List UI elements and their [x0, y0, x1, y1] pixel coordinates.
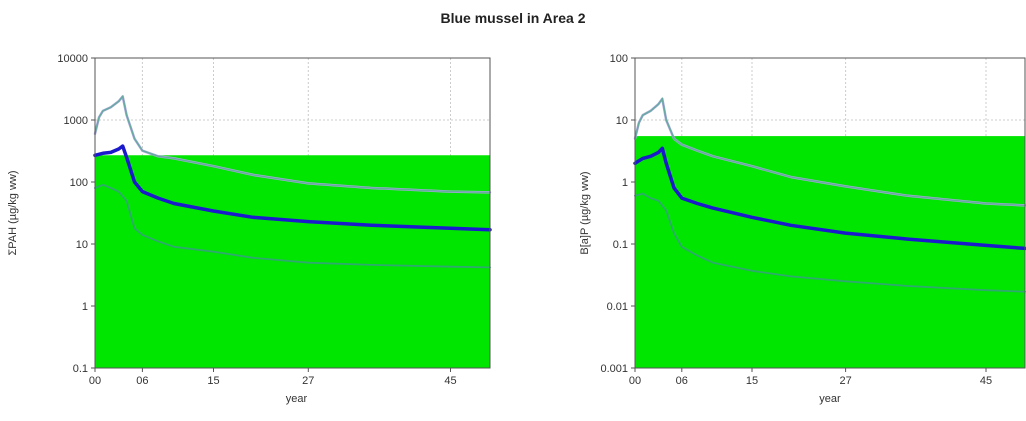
chart-1-y-tick-label: 100 — [70, 177, 88, 189]
figure-title: Blue mussel in Area 2 — [440, 10, 586, 26]
chart-2-series-upper-band — [634, 97, 1026, 207]
chart-2-x-tick-label: 00 — [629, 375, 641, 387]
chart-2-x-tick-label: 27 — [839, 375, 851, 387]
chart-2-frame — [634, 57, 1026, 369]
chart-1-x-tick-label: 00 — [89, 375, 101, 387]
chart-1-y-tick-label: 10 — [76, 239, 88, 251]
chart-1-y-axis-title: ΣPAH (µg/kg ww) — [7, 170, 19, 255]
chart-2-x-tick-label: 15 — [746, 375, 758, 387]
chart-1-y-tick-label: 1 — [82, 301, 88, 313]
chart-2-threshold-region — [635, 136, 1025, 368]
chart-2-y-axis-title: B[a]P (µg/kg ww) — [579, 171, 591, 254]
chart-2-series-central — [633, 146, 1026, 251]
chart-1-y-tick-label: 10000 — [57, 53, 88, 65]
chart-2-y-tick-label: 0.001 — [600, 363, 628, 375]
chart-1-series-upper-band — [94, 94, 491, 194]
chart-2-series-lower — [634, 192, 1026, 293]
chart-2-y-tick-label: 100 — [610, 53, 628, 65]
chart-1-frame — [94, 57, 491, 369]
chart-2-y-tick-label: 0.1 — [613, 239, 628, 251]
chart-2-y-tick-label: 10 — [616, 115, 628, 127]
chart-2-x-tick-label: 45 — [980, 375, 992, 387]
chart-2-y-tick-label: 0.01 — [607, 301, 628, 313]
chart-1-series-central — [93, 144, 492, 232]
chart-2-x-axis-title: year — [819, 393, 841, 405]
chart-1-x-tick-label: 45 — [444, 375, 456, 387]
chart-1-x-tick-label: 27 — [302, 375, 314, 387]
chart-1-x-tick-label: 15 — [207, 375, 219, 387]
chart-2-x-tick-label: 06 — [676, 375, 688, 387]
chart-1-y-tick-label: 0.1 — [73, 363, 88, 375]
chart-1-series-lower — [94, 183, 491, 269]
chart-2-y-tick-label: 1 — [622, 177, 628, 189]
chart-1-y-tick-label: 1000 — [64, 115, 88, 127]
chart-1-x-tick-label: 06 — [136, 375, 148, 387]
chart-1-x-axis-title: year — [286, 393, 308, 405]
